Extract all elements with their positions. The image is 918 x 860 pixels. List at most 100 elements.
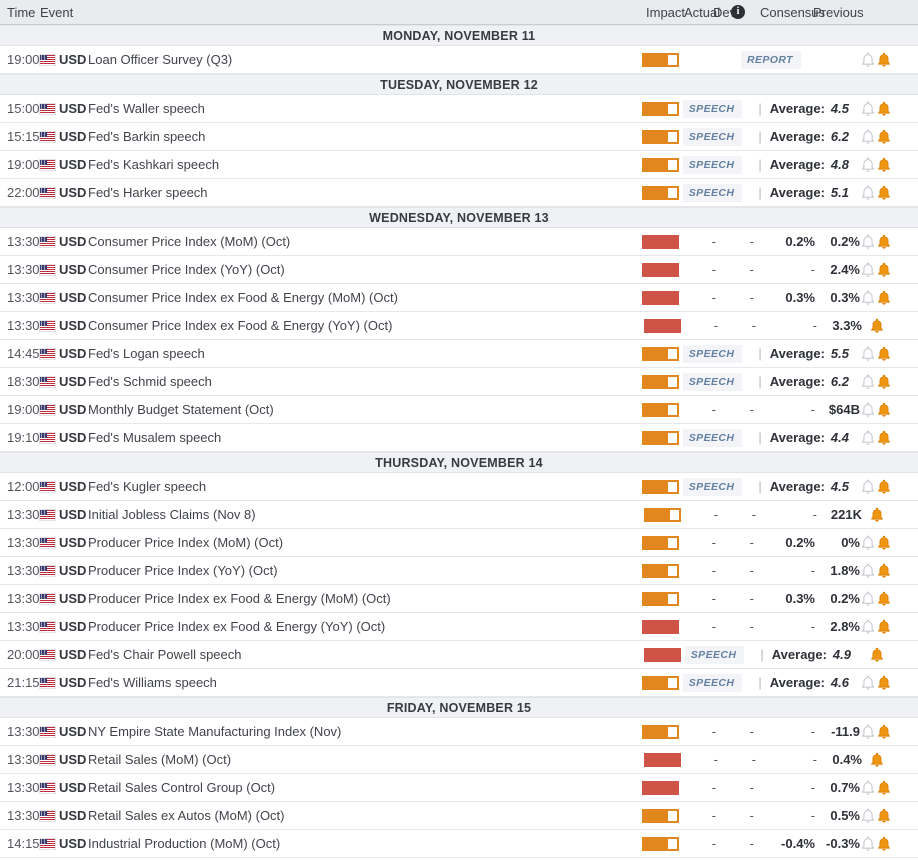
day-header: TUESDAY, NOVEMBER 12 xyxy=(0,74,918,95)
event-type-badge[interactable]: SPEECH xyxy=(682,344,743,363)
notification-bell-icon[interactable] xyxy=(860,184,892,201)
event-row[interactable]: 15:00 USD Fed's Waller speech SPEECH | A… xyxy=(0,95,918,123)
notification-bell-icon[interactable] xyxy=(860,401,892,418)
event-currency: USD xyxy=(59,318,87,333)
event-type-badge[interactable]: SPEECH xyxy=(682,372,743,391)
event-time: 15:15 xyxy=(7,129,40,144)
event-type-badge[interactable]: SPEECH xyxy=(682,477,743,496)
bell-outline-icon xyxy=(862,157,874,172)
notification-bell-icon[interactable] xyxy=(860,261,892,278)
event-row[interactable]: 13:30 USD Producer Price Index (YoY) (Oc… xyxy=(0,557,918,585)
event-type-badge[interactable]: SPEECH xyxy=(682,183,743,202)
event-row[interactable]: 15:15 USD Fed's Barkin speech SPEECH | A… xyxy=(0,123,918,151)
event-row[interactable]: 19:00 USD Fed's Kashkari speech SPEECH |… xyxy=(0,151,918,179)
event-row[interactable]: 13:30 USD Retail Sales Control Group (Oc… xyxy=(0,774,918,802)
notification-bell-icon[interactable] xyxy=(860,807,892,824)
event-row[interactable]: 19:00 USD Loan Officer Survey (Q3) REPOR… xyxy=(0,46,918,74)
notification-bell-icon[interactable] xyxy=(860,345,892,362)
notification-bell-icon[interactable] xyxy=(860,429,892,446)
notification-bell-icon[interactable] xyxy=(860,835,892,852)
impact-filled-segment xyxy=(642,157,666,172)
us-flag-icon xyxy=(39,235,56,248)
event-type-badge[interactable]: SPEECH xyxy=(682,99,743,118)
event-currency: USD xyxy=(59,563,87,578)
event-type-badge[interactable]: SPEECH xyxy=(682,428,743,447)
event-type-badge[interactable]: REPORT xyxy=(741,50,801,69)
notification-bell-icon[interactable] xyxy=(860,233,892,250)
event-row[interactable]: 13:30 USD Initial Jobless Claims (Nov 8)… xyxy=(0,501,918,529)
event-time: 13:30 xyxy=(7,507,40,522)
notification-bell-icon[interactable] xyxy=(862,317,892,334)
us-flag-canton xyxy=(40,810,47,816)
event-row[interactable]: 13:30 USD Producer Price Index ex Food &… xyxy=(0,613,918,641)
deviation-info-icon[interactable]: i xyxy=(731,5,745,19)
event-row[interactable]: 20:00 USD Fed's Chair Powell speech SPEE… xyxy=(0,641,918,669)
event-type-badge[interactable]: SPEECH xyxy=(682,673,743,692)
us-flag-icon xyxy=(39,753,56,766)
consensus-value: - xyxy=(810,619,815,634)
impact-cell xyxy=(642,52,682,67)
previous-value: 0% xyxy=(841,535,860,550)
column-header-row: Time Event Impact Actual Dev i Consensus… xyxy=(0,0,918,25)
event-row[interactable]: 14:45 USD Fed's Logan speech SPEECH | Av… xyxy=(0,340,918,368)
event-row[interactable]: 13:30 USD Retail Sales ex Autos (MoM) (O… xyxy=(0,802,918,830)
notification-bell-icon[interactable] xyxy=(862,751,892,768)
event-row[interactable]: 22:00 USD Fed's Harker speech SPEECH | A… xyxy=(0,179,918,207)
day-rows: 13:30 USD Consumer Price Index (MoM) (Oc… xyxy=(0,228,918,452)
event-row[interactable]: 13:30 USD Producer Price Index (MoM) (Oc… xyxy=(0,529,918,557)
bell-filled-icon xyxy=(878,836,890,851)
event-row[interactable]: 13:30 USD NY Empire State Manufacturing … xyxy=(0,718,918,746)
us-flag-canton xyxy=(40,481,47,487)
event-row[interactable]: 12:00 USD Fed's Kugler speech SPEECH | A… xyxy=(0,473,918,501)
notification-bell-icon[interactable] xyxy=(860,618,892,635)
impact-cell xyxy=(642,591,682,606)
event-row[interactable]: 13:30 USD Consumer Price Index ex Food &… xyxy=(0,312,918,340)
event-row[interactable]: 13:30 USD Consumer Price Index (MoM) (Oc… xyxy=(0,228,918,256)
bell-filled-icon xyxy=(878,535,890,550)
notification-bell-icon[interactable] xyxy=(860,562,892,579)
previous-value: 0.2% xyxy=(830,234,860,249)
notification-bell-icon[interactable] xyxy=(860,590,892,607)
bell-filled-icon xyxy=(871,647,883,662)
impact-filled-segment xyxy=(642,262,679,277)
notification-bell-icon[interactable] xyxy=(860,373,892,390)
impact-empty-segment xyxy=(666,185,679,200)
us-flag-canton xyxy=(40,509,47,515)
notification-bell-icon[interactable] xyxy=(860,779,892,796)
notification-bell-icon[interactable] xyxy=(862,646,892,663)
notification-bell-icon[interactable] xyxy=(860,723,892,740)
event-row[interactable]: 19:00 USD Monthly Budget Statement (Oct)… xyxy=(0,396,918,424)
event-row[interactable]: 13:30 USD Retail Sales (MoM) (Oct) - - -… xyxy=(0,746,918,774)
event-currency: USD xyxy=(59,507,87,522)
event-badge-area: SPEECH | Average: 4.8 xyxy=(682,155,860,174)
impact-filled-segment xyxy=(642,591,666,606)
event-time: 13:30 xyxy=(7,563,40,578)
event-row[interactable]: 19:10 USD Fed's Musalem speech SPEECH | … xyxy=(0,424,918,452)
event-type-badge[interactable]: SPEECH xyxy=(682,155,743,174)
average-label: Average: xyxy=(769,129,825,144)
calendar-body: MONDAY, NOVEMBER 11 19:00 USD Loan Offic… xyxy=(0,25,918,858)
notification-bell-icon[interactable] xyxy=(862,506,892,523)
event-row[interactable]: 13:30 USD Producer Price Index ex Food &… xyxy=(0,585,918,613)
event-type-badge[interactable]: SPEECH xyxy=(684,645,745,664)
event-row[interactable]: 21:15 USD Fed's Williams speech SPEECH |… xyxy=(0,669,918,697)
day-rows: 19:00 USD Loan Officer Survey (Q3) REPOR… xyxy=(0,46,918,74)
notification-bell-icon[interactable] xyxy=(860,674,892,691)
impact-cell xyxy=(642,262,682,277)
bell-outline-icon xyxy=(862,479,874,494)
event-type-badge[interactable]: SPEECH xyxy=(682,127,743,146)
us-flag-icon xyxy=(39,781,56,794)
event-currency: USD xyxy=(59,129,87,144)
notification-bell-icon[interactable] xyxy=(860,128,892,145)
event-row[interactable]: 18:30 USD Fed's Schmid speech SPEECH | A… xyxy=(0,368,918,396)
notification-bell-icon[interactable] xyxy=(860,100,892,117)
notification-bell-icon[interactable] xyxy=(860,289,892,306)
notification-bell-icon[interactable] xyxy=(860,534,892,551)
event-row[interactable]: 13:30 USD Consumer Price Index (YoY) (Oc… xyxy=(0,256,918,284)
event-row[interactable]: 13:30 USD Consumer Price Index ex Food &… xyxy=(0,284,918,312)
notification-bell-icon[interactable] xyxy=(860,51,892,68)
notification-bell-icon[interactable] xyxy=(860,478,892,495)
bell-filled-icon xyxy=(878,619,890,634)
notification-bell-icon[interactable] xyxy=(860,156,892,173)
event-row[interactable]: 14:15 USD Industrial Production (MoM) (O… xyxy=(0,830,918,858)
